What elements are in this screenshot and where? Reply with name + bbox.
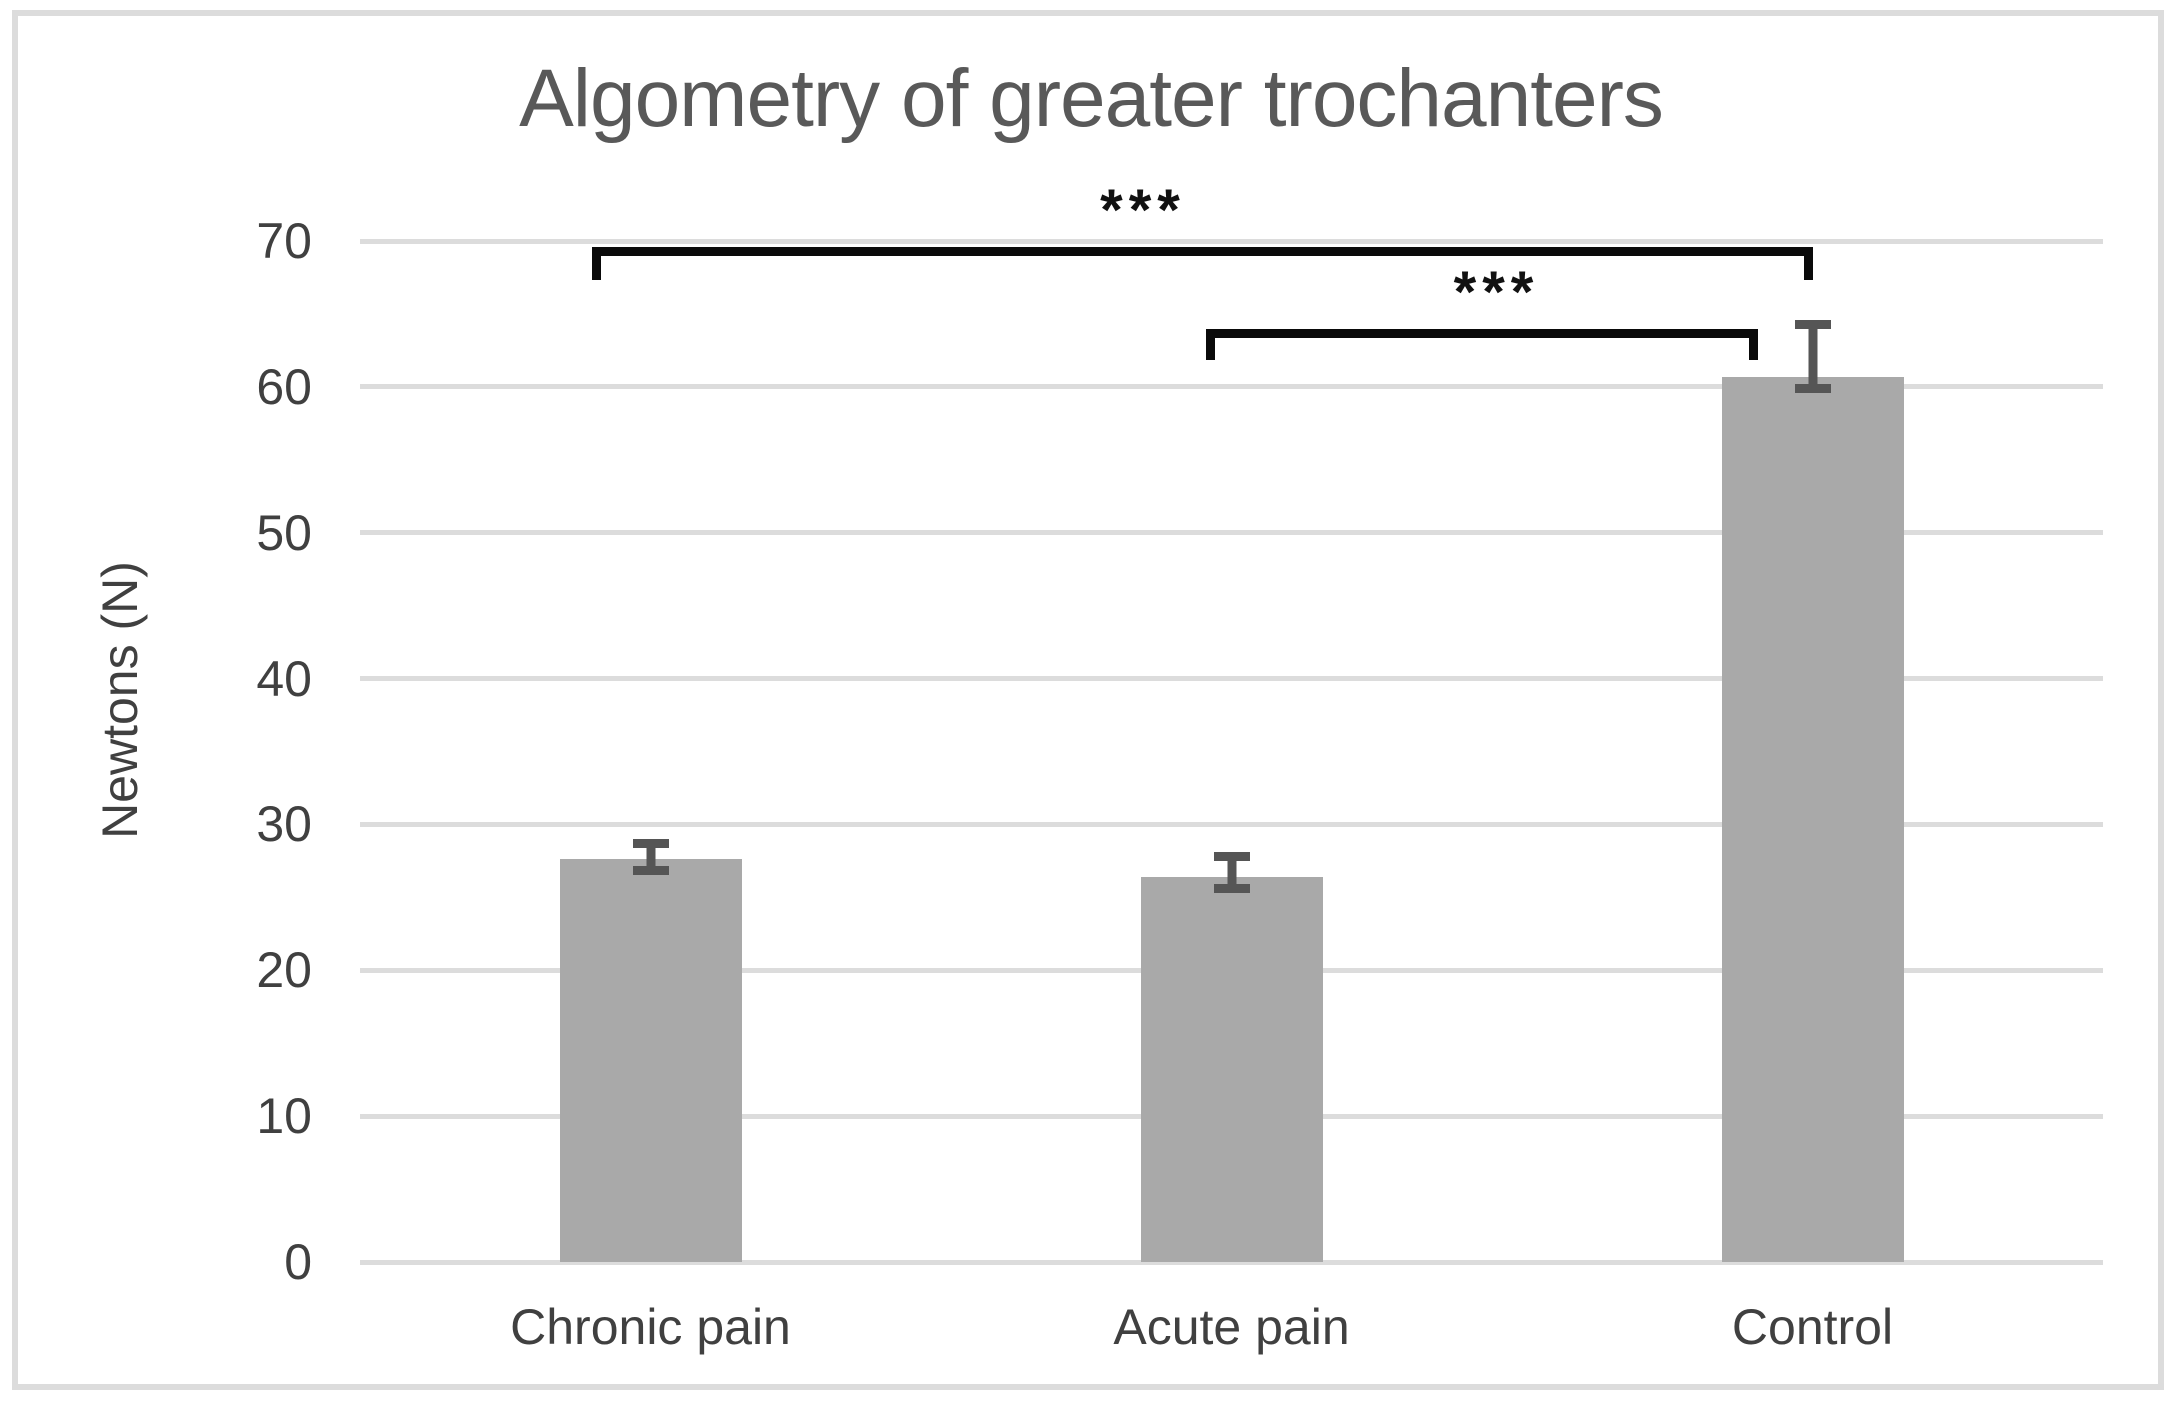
bracket-line <box>1205 328 1758 338</box>
y-tick-label: 50 <box>256 504 312 561</box>
gridline <box>360 1259 2103 1265</box>
error-bar-cap <box>1794 383 1831 393</box>
figure-border <box>12 10 2164 1390</box>
error-bar-stem <box>1808 319 1817 393</box>
bracket-end-tick <box>591 246 601 280</box>
category-label: Chronic pain <box>510 1299 791 1355</box>
error-bar <box>632 839 669 876</box>
y-tick-label: 40 <box>256 650 312 707</box>
gridline <box>360 384 2103 390</box>
bracket-end-tick <box>1205 328 1215 360</box>
significance-stars: *** <box>1453 259 1540 325</box>
bar-control <box>1721 376 1904 1262</box>
bar-acute-pain <box>1140 876 1323 1262</box>
bracket-end-tick <box>1803 246 1813 280</box>
y-tick-label: 60 <box>256 358 312 415</box>
significance-bracket <box>591 246 1813 280</box>
y-tick-label: 20 <box>256 942 312 999</box>
error-bar-stem <box>1227 852 1236 893</box>
y-tick-label: 70 <box>256 213 312 269</box>
error-bar <box>1794 319 1831 393</box>
error-bar-cap <box>632 866 669 876</box>
error-bar-cap <box>632 839 669 848</box>
bracket-line <box>591 246 1813 256</box>
error-bar-cap <box>1213 852 1250 862</box>
bracket-end-tick <box>1748 328 1758 360</box>
error-bar <box>1213 852 1250 893</box>
error-bar-stem <box>646 839 655 876</box>
error-bar-cap <box>1213 883 1250 893</box>
significance-stars: *** <box>1100 177 1186 243</box>
error-bar-cap <box>1794 319 1831 329</box>
gridline <box>360 676 2103 682</box>
category-label: Control <box>1731 1299 1894 1355</box>
bar-chronic-pain <box>559 859 742 1262</box>
gridline <box>360 821 2103 827</box>
y-tick-label: 10 <box>256 1088 312 1145</box>
y-tick-label: 0 <box>284 1234 312 1290</box>
category-label: Acute pain <box>1113 1299 1350 1355</box>
y-axis-title-text: Newtons (N) <box>92 561 148 839</box>
gridline <box>360 238 2103 244</box>
y-tick-label: 30 <box>256 796 312 853</box>
gridline <box>360 530 2103 536</box>
significance-bracket <box>1205 328 1758 360</box>
chart-title: Algometry of greater trochanters <box>519 53 1664 144</box>
